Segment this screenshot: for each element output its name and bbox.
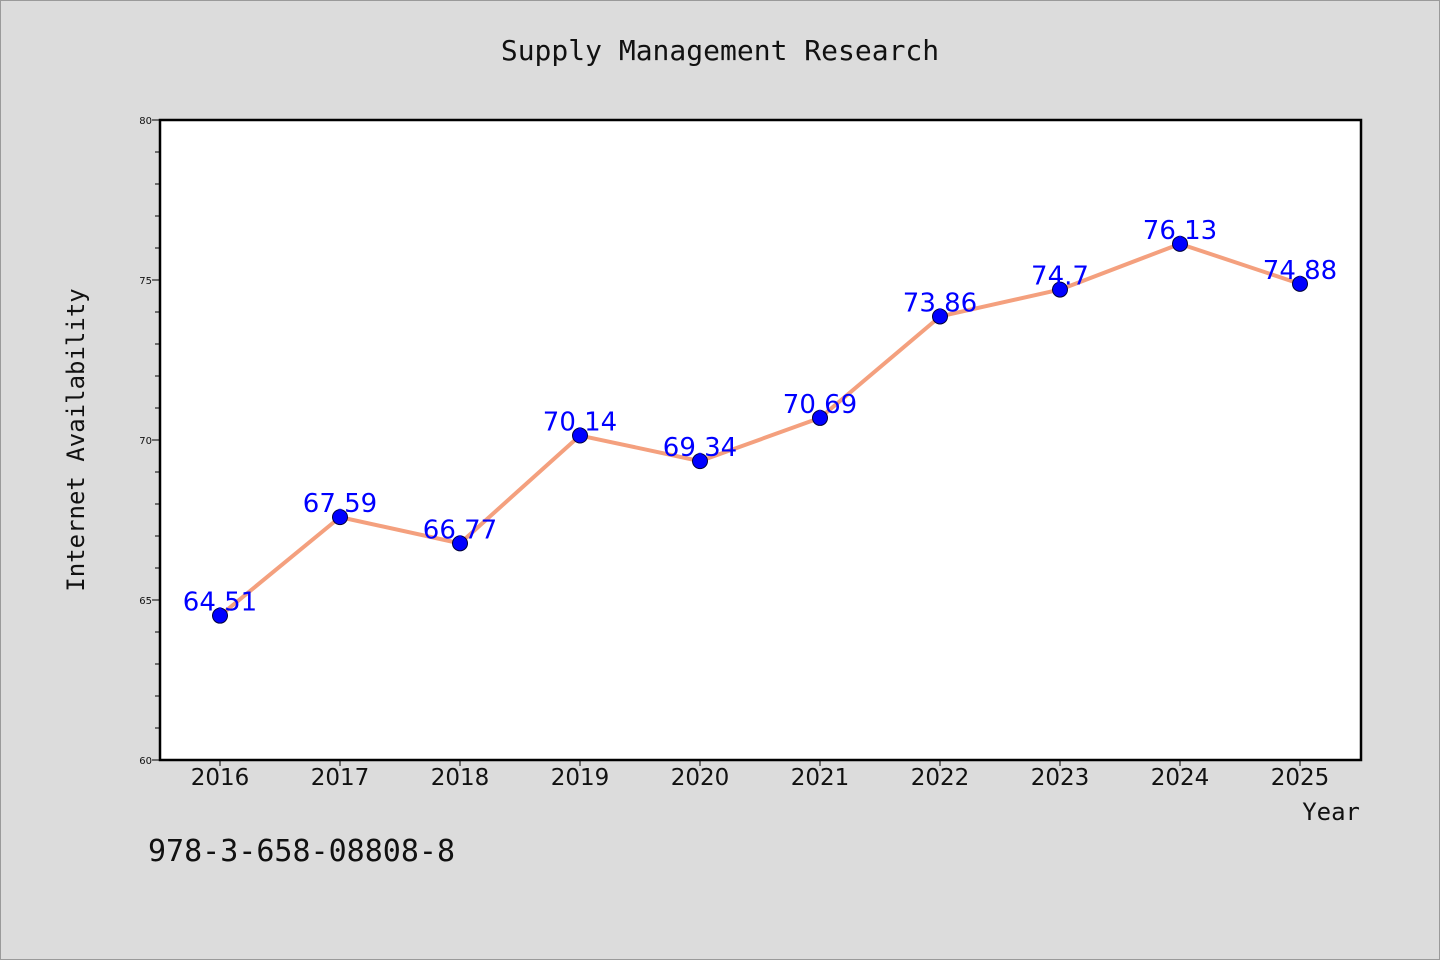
data-point <box>212 607 228 624</box>
data-label: 70.14 <box>543 408 617 438</box>
y-axis-label: Internet Availability <box>62 288 90 591</box>
data-point <box>1172 235 1188 252</box>
x-tick-label: 2017 <box>311 765 370 791</box>
x-tick-label: 2024 <box>1151 765 1210 791</box>
data-label: 66.77 <box>423 515 497 545</box>
x-tick-label: 2025 <box>1271 765 1330 791</box>
data-point <box>1292 275 1308 292</box>
data-point <box>452 535 468 552</box>
y-tick-label: 75 <box>139 276 152 287</box>
series-line <box>218 241 1302 618</box>
y-tick-label: 70 <box>139 436 152 447</box>
data-point <box>812 409 828 426</box>
data-label: 64.51 <box>183 588 257 618</box>
data-point <box>692 453 708 470</box>
x-tick-label: 2022 <box>911 765 970 791</box>
data-label: 76.13 <box>1143 216 1217 246</box>
y-tick-label: 65 <box>139 596 152 607</box>
data-point <box>1052 281 1068 298</box>
data-label: 74.7 <box>1031 262 1089 292</box>
data-label: 67.59 <box>303 489 377 519</box>
x-tick-label: 2021 <box>791 765 850 791</box>
data-point <box>332 509 348 526</box>
data-point <box>572 427 588 444</box>
y-tick-label: 80 <box>139 116 152 127</box>
y-tick-label: 60 <box>139 756 152 767</box>
data-label: 69.34 <box>663 433 737 463</box>
plot-border <box>158 118 1363 762</box>
data-label: 70.69 <box>783 390 857 420</box>
data-point <box>932 308 948 325</box>
isbn-text: 978-3-658-08808-8 <box>148 834 456 869</box>
x-tick-label: 2020 <box>671 765 730 791</box>
chart-title: Supply Management Research <box>500 34 940 67</box>
x-tick-label: 2016 <box>191 765 250 791</box>
data-label: 74.88 <box>1263 256 1337 286</box>
x-tick-label: 2019 <box>551 765 610 791</box>
x-tick-label: 2023 <box>1031 765 1090 791</box>
x-tick-label: 2018 <box>431 765 490 791</box>
x-axis-label: Year <box>1302 798 1360 826</box>
data-label: 73.86 <box>903 288 977 318</box>
